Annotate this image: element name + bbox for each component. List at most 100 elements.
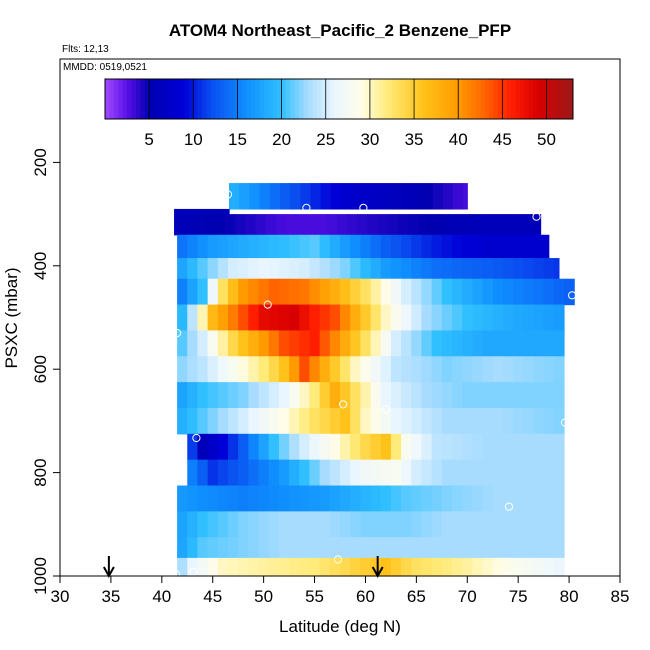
heatmap-cell xyxy=(533,278,545,306)
heatmap-cell xyxy=(431,278,443,306)
heatmap-cell xyxy=(290,183,301,210)
heatmap-cell xyxy=(207,356,219,383)
colorbar-segment xyxy=(277,79,283,119)
heatmap-cell xyxy=(390,459,402,487)
heatmap-cell xyxy=(320,183,332,210)
heatmap-cell xyxy=(502,511,514,538)
heatmap-cell xyxy=(502,459,514,487)
heatmap-cell xyxy=(533,511,545,538)
heatmap-cell xyxy=(268,557,280,577)
heatmap-cell xyxy=(370,356,382,383)
sample-point xyxy=(560,418,570,427)
heatmap-cell xyxy=(390,278,402,306)
heatmap-cell xyxy=(340,537,351,559)
heatmap-cell xyxy=(441,537,453,559)
heatmap-cell xyxy=(217,407,229,435)
heatmap-cell xyxy=(217,258,229,280)
heatmap-cell xyxy=(309,557,321,577)
heatmap-cell xyxy=(319,537,331,559)
colorbar-segment xyxy=(559,79,565,119)
heatmap-cell xyxy=(214,214,226,236)
heatmap-cell xyxy=(441,304,453,332)
heatmap-cell xyxy=(462,278,473,306)
heatmap-cell xyxy=(248,356,260,383)
heatmap-cell xyxy=(452,304,463,332)
heatmap-cell xyxy=(217,557,229,577)
heatmap-cell xyxy=(187,278,199,306)
colorbar-segment xyxy=(493,79,499,119)
heatmap-cell xyxy=(340,382,351,409)
colorbar-segment xyxy=(356,79,362,119)
heatmap-cell xyxy=(452,537,463,559)
colorbar-tick-label: 10 xyxy=(184,130,203,149)
sample-point xyxy=(460,172,469,181)
heatmap-cell xyxy=(360,407,372,435)
heatmap-cell xyxy=(360,382,372,409)
heatmap-cell xyxy=(492,459,504,487)
heatmap-cell xyxy=(340,330,351,357)
heatmap-cell xyxy=(533,258,545,280)
sample-point xyxy=(223,190,233,199)
heatmap-cell xyxy=(411,537,423,559)
heatmap-cell xyxy=(278,304,290,332)
heatmap-cell xyxy=(390,557,402,577)
colorbar-segment xyxy=(528,79,534,119)
heatmap-cell xyxy=(441,459,453,487)
heatmap-cell xyxy=(502,557,514,577)
heatmap-cell xyxy=(472,433,484,461)
heatmap-cell xyxy=(411,382,423,409)
colorbar-segment xyxy=(383,79,389,119)
heatmap-cell xyxy=(530,214,542,236)
heatmap-cell xyxy=(329,459,341,487)
heatmap-cell xyxy=(268,356,280,383)
heatmap-cell xyxy=(177,356,188,383)
heatmap-cell xyxy=(370,557,382,577)
heatmap-cell xyxy=(411,557,423,577)
heatmap-cell xyxy=(299,234,311,259)
heatmap-cell xyxy=(228,304,239,332)
heatmap-cell xyxy=(309,485,321,512)
heatmap-cell xyxy=(553,278,565,306)
heatmap-cell xyxy=(412,183,424,210)
heatmap-cell xyxy=(482,511,494,538)
heatmap-cell xyxy=(492,557,504,577)
colorbar-segment xyxy=(303,79,309,119)
heatmap-cell xyxy=(319,485,331,512)
heatmap-cell xyxy=(329,278,341,306)
colorbar-segment xyxy=(511,79,517,119)
x-tick-label: 35 xyxy=(101,587,120,606)
heatmap-cell xyxy=(452,511,463,538)
heatmap-cell xyxy=(268,258,280,280)
heatmap-cell xyxy=(360,511,372,538)
heatmap-cell xyxy=(316,214,328,236)
heatmap-cell xyxy=(238,537,249,559)
heatmap-cell xyxy=(543,304,555,332)
heatmap-cell xyxy=(278,382,290,409)
heatmap-cell xyxy=(502,537,514,559)
heatmap-cell xyxy=(502,304,514,332)
x-tick-label: 45 xyxy=(203,587,222,606)
heatmap-cell xyxy=(431,459,443,487)
colorbar-segment xyxy=(237,79,243,119)
heatmap-cell xyxy=(319,511,331,538)
colorbar-segment xyxy=(506,79,512,119)
heatmap-cell xyxy=(462,459,473,487)
heatmap-cell xyxy=(472,330,484,357)
heatmap-cell xyxy=(472,537,484,559)
heatmap-cell xyxy=(390,407,402,435)
colorbar-segment xyxy=(109,79,115,119)
heatmap-cell xyxy=(350,330,361,357)
colorbar-segment xyxy=(405,79,411,119)
heatmap-cell xyxy=(268,485,280,512)
heatmap-cell xyxy=(533,485,545,512)
heatmap-cell xyxy=(278,557,290,577)
heatmap-cell xyxy=(472,278,484,306)
y-axis: 200 400 600 800 1000 xyxy=(31,148,60,595)
heatmap-cell xyxy=(329,234,341,259)
heatmap-cell xyxy=(217,234,229,259)
heatmap-cell xyxy=(197,234,209,259)
sample-point xyxy=(339,400,348,409)
colorbar-segment xyxy=(467,79,472,119)
heatmap-cell xyxy=(492,330,504,357)
heatmap-cell xyxy=(453,183,464,210)
